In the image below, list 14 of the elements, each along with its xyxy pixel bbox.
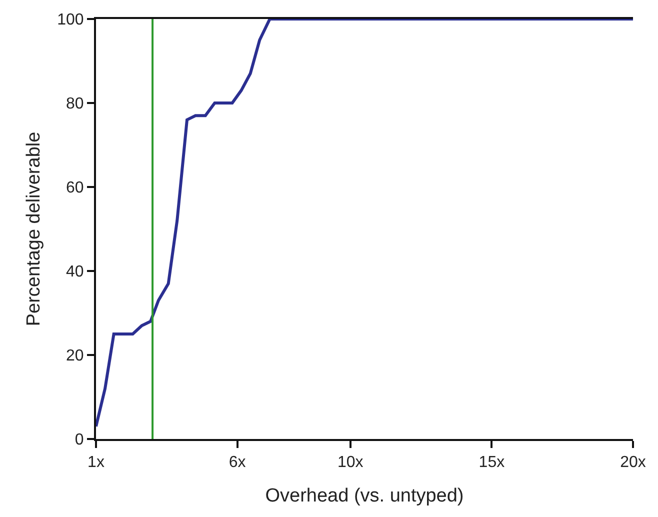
x-axis-title: Overhead (vs. untyped) <box>265 486 464 506</box>
y-tick-label: 20 <box>66 348 84 365</box>
x-tick-label: 15x <box>478 454 505 472</box>
x-tick-label: 6x <box>228 454 246 472</box>
y-tick-label: 0 <box>74 432 84 449</box>
y-tick-label: 40 <box>66 264 84 281</box>
y-axis-title: Percentage deliverable <box>23 132 44 326</box>
x-tick-label: 20x <box>620 454 646 472</box>
y-tick-label: 80 <box>66 96 84 113</box>
x-tick-label: 10x <box>337 454 364 472</box>
line-series <box>96 19 633 428</box>
y-tick-label: 60 <box>66 180 84 197</box>
x-tick-label: 1x <box>88 454 104 472</box>
y-tick-label: 100 <box>57 12 84 29</box>
